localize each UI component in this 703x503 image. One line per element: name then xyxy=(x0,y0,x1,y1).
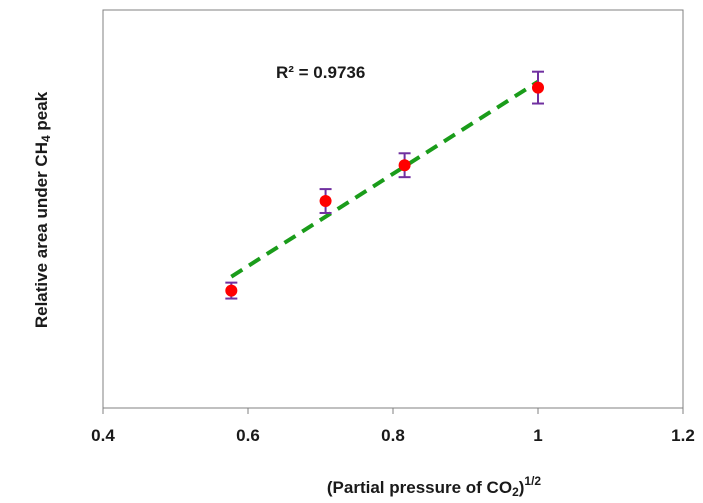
data-points-group xyxy=(225,81,544,297)
x-tick-label: 1.2 xyxy=(671,426,695,445)
y-axis-title-main: Relative area under CH xyxy=(32,142,51,328)
trendline-group xyxy=(230,79,540,279)
x-tick-label: 0.4 xyxy=(91,426,115,445)
x-axis-tick-labels: 0.4 0.6 0.8 1 1.2 xyxy=(91,426,695,445)
x-axis-title-close: ) xyxy=(519,478,525,497)
x-tick-label: 0.8 xyxy=(381,426,405,445)
x-axis-title-subscript: 2 xyxy=(512,485,519,499)
r-squared-annotation: R² = 0.9736 xyxy=(276,63,365,82)
x-axis-title-main: (Partial pressure of CO xyxy=(327,478,512,497)
x-axis-title-superscript: 1/2 xyxy=(524,474,541,488)
x-tick-label: 0.6 xyxy=(236,426,260,445)
x-axis-ticks xyxy=(102,408,684,414)
data-point xyxy=(398,159,411,172)
y-axis-title-subscript: 4 xyxy=(39,135,53,142)
data-point xyxy=(319,195,332,208)
data-point xyxy=(532,81,544,94)
data-point xyxy=(225,284,238,297)
x-axis-title: (Partial pressure of CO2)1/2 xyxy=(327,474,542,499)
y-axis-title: Relative area under CH4 peak xyxy=(32,91,53,328)
x-tick-label: 1 xyxy=(533,426,542,445)
y-axis-title-end: peak xyxy=(32,91,51,135)
trendline xyxy=(230,79,540,279)
plot-area-frame xyxy=(102,9,684,409)
